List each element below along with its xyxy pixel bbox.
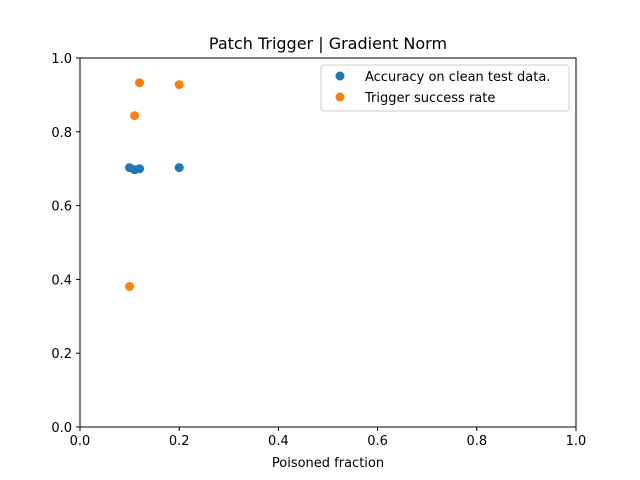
legend-box: [320, 64, 570, 112]
data-point-series-2: [130, 111, 140, 121]
x-tick-label: 1.0: [566, 434, 587, 449]
x-tick-label: 0.6: [367, 434, 388, 449]
x-axis-label: Poisoned fraction: [272, 456, 384, 471]
x-tick-label: 0.0: [70, 434, 91, 449]
y-axis-ticks: 0.0 0.2 0.4 0.6 0.8 1.0: [51, 52, 80, 436]
y-tick-label: 0.2: [51, 347, 72, 362]
plot-marks: [125, 78, 184, 291]
data-point-series-1: [174, 163, 184, 173]
plot-area-frame: [79, 57, 577, 428]
y-tick-label: 0.6: [51, 200, 72, 215]
data-point-series-2: [135, 78, 145, 88]
y-tick-label: 1.0: [51, 52, 72, 67]
data-point-series-2: [125, 281, 135, 291]
data-point-series-1: [135, 164, 145, 174]
legend-label-2: Trigger success rate: [364, 91, 495, 106]
legend: Accuracy on clean test data. Trigger succ…: [320, 64, 570, 112]
x-axis-ticks: 0.0 0.2 0.4 0.6 0.8 1.0: [70, 427, 587, 449]
y-tick-label: 0.0: [51, 421, 72, 436]
legend-marker-1: [335, 71, 345, 81]
x-tick-label: 0.4: [268, 434, 289, 449]
chart-title: Patch Trigger | Gradient Norm: [209, 34, 447, 53]
data-point-series-2: [174, 80, 184, 90]
y-tick-label: 0.4: [51, 273, 72, 288]
x-tick-label: 0.8: [466, 434, 487, 449]
x-tick-label: 0.2: [169, 434, 190, 449]
y-tick-label: 0.8: [51, 126, 72, 141]
legend-marker-2: [335, 92, 345, 102]
legend-label-1: Accuracy on clean test data.: [365, 70, 550, 85]
